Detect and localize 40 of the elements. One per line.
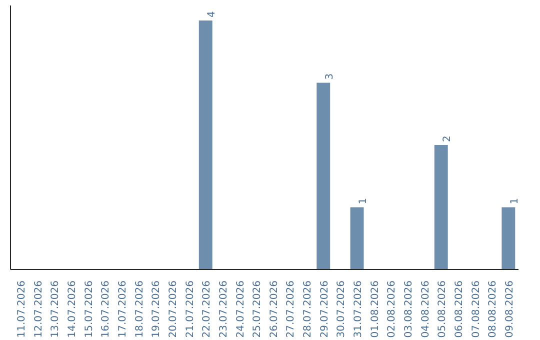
x-tick-label: 12.07.2026 <box>33 280 44 338</box>
x-tick-label: 08.08.2026 <box>488 280 499 338</box>
x-tick-label: 31.07.2026 <box>353 280 364 338</box>
x-tick-label: 07.08.2026 <box>470 280 482 338</box>
x-tick-label: 27.07.2026 <box>286 280 297 338</box>
data-label: 4 <box>206 11 218 18</box>
x-tick-label: 03.08.2026 <box>403 280 414 338</box>
bar <box>198 20 212 270</box>
data-label: 1 <box>509 198 520 204</box>
x-tick-label: 22.07.2026 <box>202 280 213 338</box>
bar <box>502 207 516 270</box>
x-tick-label: 21.07.2026 <box>184 280 196 338</box>
x-tick-label: 30.07.2026 <box>336 280 348 338</box>
x-tick-label: 19.07.2026 <box>151 280 162 338</box>
x-tick-label: 17.07.2026 <box>118 280 129 338</box>
x-tick-label: 24.07.2026 <box>235 280 246 338</box>
x-tick-label: 23.07.2026 <box>218 280 230 338</box>
x-tick-label: 15.07.2026 <box>84 280 95 338</box>
x-tick-label: 09.08.2026 <box>504 280 516 338</box>
data-label: 2 <box>442 136 454 142</box>
x-tick-label: 14.07.2026 <box>67 280 78 338</box>
x-tick-label: 26.07.2026 <box>268 280 280 338</box>
x-tick-label: 13.07.2026 <box>50 280 62 338</box>
x-tick-label: 11.07.2026 <box>16 280 28 338</box>
x-tick-label: 05.08.2026 <box>437 280 448 338</box>
bar <box>434 144 448 270</box>
bar <box>316 82 330 270</box>
data-label: 3 <box>324 73 336 80</box>
x-tick-label: 02.08.2026 <box>386 280 398 338</box>
data-label: 1 <box>358 198 370 204</box>
x-tick-label: 28.07.2026 <box>302 280 314 338</box>
bar <box>350 207 364 270</box>
x-tick-label: 18.07.2026 <box>134 280 146 338</box>
x-tick-label: 20.07.2026 <box>168 280 179 338</box>
x-tick-label: 25.07.2026 <box>252 280 264 338</box>
x-tick-label: 01.08.2026 <box>370 280 381 338</box>
x-tick-label: 04.08.2026 <box>420 280 432 338</box>
x-tick-label: 06.08.2026 <box>454 280 465 338</box>
x-tick-label: 16.07.2026 <box>100 280 112 338</box>
x-tick-label: 29.07.2026 <box>319 280 330 338</box>
